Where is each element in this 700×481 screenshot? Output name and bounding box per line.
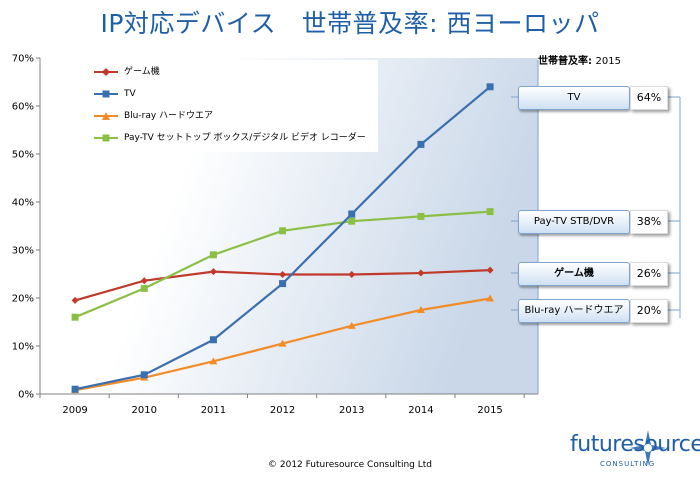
legend-swatch-game bbox=[94, 68, 118, 76]
data-point bbox=[278, 339, 287, 347]
y-tick-label: 30% bbox=[12, 246, 34, 257]
x-tick-label: 2011 bbox=[201, 405, 226, 416]
legend-label-tv: TV bbox=[124, 89, 136, 99]
data-point bbox=[279, 270, 287, 278]
legend-swatch-tv bbox=[94, 90, 118, 98]
x-tick-label: 2015 bbox=[477, 405, 502, 416]
data-point bbox=[209, 251, 217, 259]
callout-label-paytv: Pay-TV STB/DVR bbox=[518, 210, 630, 234]
data-point bbox=[71, 313, 79, 321]
callout-value-tv: 64% bbox=[630, 86, 668, 110]
data-point bbox=[348, 217, 356, 225]
data-point bbox=[417, 140, 425, 148]
series-3 bbox=[71, 208, 494, 321]
legend-label-bluray: Blu-ray ハードウエア bbox=[124, 111, 214, 121]
y-tick-label: 70% bbox=[12, 54, 34, 65]
futuresource-logo: futuresource CONSULTING bbox=[570, 430, 700, 474]
data-point bbox=[279, 280, 287, 288]
data-point bbox=[140, 277, 148, 285]
series-1 bbox=[71, 83, 494, 393]
y-tick-label: 10% bbox=[12, 342, 34, 353]
y-tick-label: 0% bbox=[18, 390, 34, 401]
x-tick-label: 2009 bbox=[62, 405, 87, 416]
data-point bbox=[416, 306, 425, 313]
legend-label-game: ゲーム機 bbox=[124, 67, 160, 77]
data-point bbox=[71, 296, 79, 304]
data-point bbox=[486, 208, 494, 216]
x-tick-label: 2012 bbox=[270, 405, 295, 416]
data-point bbox=[417, 269, 425, 277]
data-point bbox=[348, 270, 356, 278]
callout-title: 世帯普及率: 2015 bbox=[538, 52, 621, 67]
legend-label-paytv: Pay-TV セットトップ ボックス/デジタル ビデオ レコーダー bbox=[124, 133, 366, 143]
callout-value-paytv: 38% bbox=[630, 210, 668, 234]
data-point bbox=[209, 357, 218, 365]
data-point bbox=[486, 294, 495, 302]
x-tick-label: 2010 bbox=[132, 405, 157, 416]
data-point bbox=[140, 284, 148, 292]
callout-label-bluray: Blu-ray ハードウエア bbox=[518, 299, 630, 323]
data-point bbox=[486, 83, 494, 91]
x-tick-label: 2013 bbox=[339, 405, 364, 416]
data-point bbox=[209, 336, 217, 344]
callout-value-game: 26% bbox=[630, 262, 668, 286]
series-layer bbox=[71, 83, 495, 394]
callout-brackets bbox=[511, 96, 681, 318]
data-point bbox=[279, 227, 287, 235]
y-tick-label: 50% bbox=[12, 150, 34, 161]
legend-swatch-paytv bbox=[94, 134, 118, 142]
data-point bbox=[347, 321, 356, 329]
data-point bbox=[140, 371, 148, 379]
logo-wordmark: futuresource bbox=[570, 432, 700, 457]
y-tick-label: 20% bbox=[12, 294, 34, 305]
data-point bbox=[486, 266, 494, 274]
x-tick-label: 2014 bbox=[408, 405, 433, 416]
logo-star-icon bbox=[630, 430, 666, 466]
logo-subtitle: CONSULTING bbox=[600, 460, 656, 468]
data-point bbox=[209, 268, 217, 276]
y-tick-label: 60% bbox=[12, 102, 34, 113]
data-point bbox=[348, 210, 356, 218]
series-0 bbox=[71, 266, 494, 304]
callout-title-main: 世帯普及率: bbox=[538, 56, 592, 67]
data-point bbox=[71, 385, 79, 393]
y-tick-label: 40% bbox=[12, 198, 34, 209]
callout-label-game: ゲーム機 bbox=[518, 262, 630, 286]
data-point bbox=[417, 212, 425, 220]
callout-label-tv: TV bbox=[518, 86, 630, 110]
callout-value-bluray: 20% bbox=[630, 299, 668, 323]
axes: 0% 10% 20% 30% 40% 50% 60% 70% 2009 2010 2011 2012 2… bbox=[12, 54, 539, 416]
chart-title: IP対応デバイス 世帯普及率: 西ヨーロッパ bbox=[100, 9, 600, 38]
callout-title-year: 2015 bbox=[595, 56, 621, 67]
legend: ゲーム機 TV Blu-ray ハードウエア Pay-TV セットトップ ボック… bbox=[80, 60, 378, 152]
legend-swatch-bluray bbox=[94, 112, 118, 120]
copyright-text: © 2012 Futuresource Consulting Ltd bbox=[268, 460, 432, 470]
